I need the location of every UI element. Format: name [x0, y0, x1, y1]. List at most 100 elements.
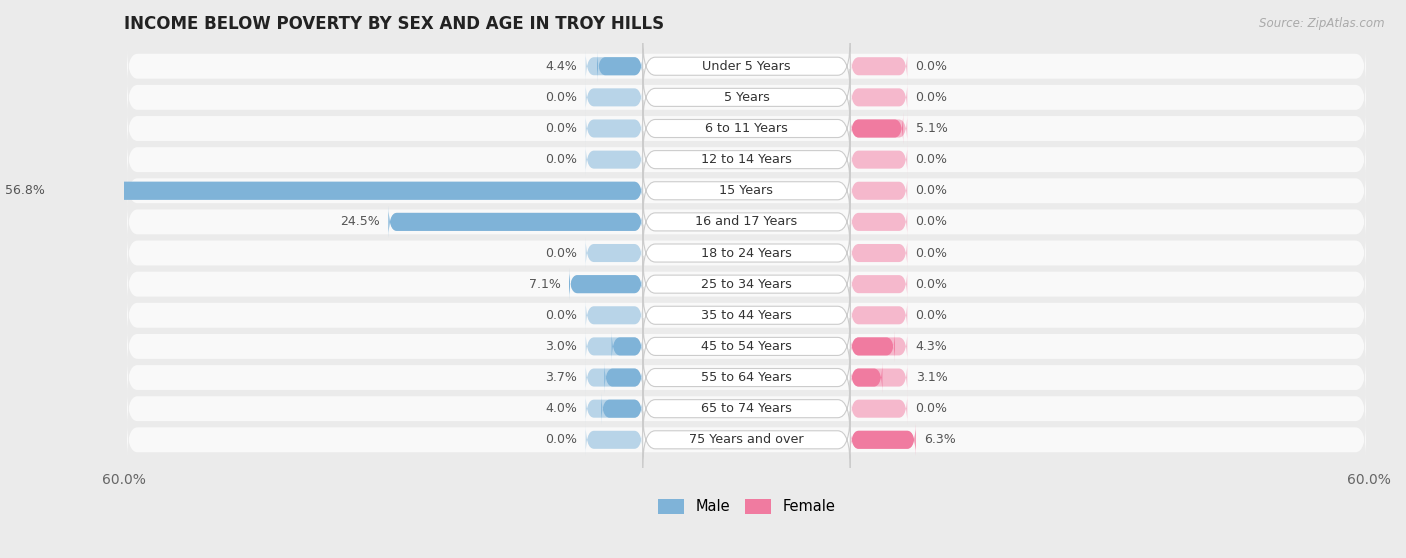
FancyBboxPatch shape	[388, 206, 643, 238]
FancyBboxPatch shape	[127, 297, 1367, 334]
Text: 0.0%: 0.0%	[915, 60, 948, 73]
Text: 4.4%: 4.4%	[546, 60, 578, 73]
Text: 35 to 44 Years: 35 to 44 Years	[702, 309, 792, 322]
FancyBboxPatch shape	[643, 256, 851, 312]
Text: 0.0%: 0.0%	[915, 215, 948, 228]
FancyBboxPatch shape	[602, 393, 643, 425]
FancyBboxPatch shape	[643, 287, 851, 344]
FancyBboxPatch shape	[127, 47, 1367, 85]
FancyBboxPatch shape	[569, 268, 643, 300]
FancyBboxPatch shape	[598, 50, 643, 82]
FancyBboxPatch shape	[586, 237, 643, 269]
FancyBboxPatch shape	[127, 141, 1367, 179]
FancyBboxPatch shape	[851, 330, 907, 362]
FancyBboxPatch shape	[851, 393, 907, 425]
Text: 0.0%: 0.0%	[546, 247, 578, 259]
FancyBboxPatch shape	[851, 362, 907, 393]
FancyBboxPatch shape	[851, 268, 907, 300]
Text: 65 to 74 Years: 65 to 74 Years	[702, 402, 792, 415]
FancyBboxPatch shape	[127, 234, 1367, 272]
FancyBboxPatch shape	[643, 318, 851, 375]
Text: 4.3%: 4.3%	[915, 340, 948, 353]
Text: 0.0%: 0.0%	[546, 122, 578, 135]
FancyBboxPatch shape	[569, 268, 643, 300]
FancyBboxPatch shape	[643, 194, 851, 250]
FancyBboxPatch shape	[127, 266, 1367, 303]
Text: 0.0%: 0.0%	[915, 153, 948, 166]
Text: 0.0%: 0.0%	[546, 153, 578, 166]
FancyBboxPatch shape	[127, 203, 1367, 240]
Text: 25 to 34 Years: 25 to 34 Years	[702, 278, 792, 291]
FancyBboxPatch shape	[586, 362, 643, 393]
Legend: Male, Female: Male, Female	[652, 493, 841, 520]
Text: 3.1%: 3.1%	[915, 371, 948, 384]
Text: 75 Years and over: 75 Years and over	[689, 434, 804, 446]
FancyBboxPatch shape	[586, 330, 643, 362]
FancyBboxPatch shape	[643, 69, 851, 126]
FancyBboxPatch shape	[586, 113, 643, 145]
FancyBboxPatch shape	[586, 144, 643, 176]
Text: 0.0%: 0.0%	[546, 434, 578, 446]
FancyBboxPatch shape	[612, 330, 643, 362]
FancyBboxPatch shape	[851, 237, 907, 269]
FancyBboxPatch shape	[643, 131, 851, 188]
FancyBboxPatch shape	[851, 113, 907, 145]
Text: 0.0%: 0.0%	[915, 309, 948, 322]
FancyBboxPatch shape	[643, 349, 851, 406]
FancyBboxPatch shape	[127, 421, 1367, 459]
Text: 0.0%: 0.0%	[915, 247, 948, 259]
FancyBboxPatch shape	[851, 113, 903, 145]
Text: 15 Years: 15 Years	[720, 184, 773, 198]
FancyBboxPatch shape	[127, 110, 1367, 147]
Text: 5 Years: 5 Years	[724, 91, 769, 104]
Text: 6 to 11 Years: 6 to 11 Years	[704, 122, 787, 135]
FancyBboxPatch shape	[851, 424, 915, 456]
FancyBboxPatch shape	[851, 362, 883, 393]
FancyBboxPatch shape	[851, 144, 907, 176]
FancyBboxPatch shape	[127, 390, 1367, 427]
Text: 0.0%: 0.0%	[915, 402, 948, 415]
FancyBboxPatch shape	[851, 424, 915, 456]
Text: 5.1%: 5.1%	[915, 122, 948, 135]
FancyBboxPatch shape	[643, 381, 851, 437]
Text: 55 to 64 Years: 55 to 64 Years	[702, 371, 792, 384]
Text: 24.5%: 24.5%	[340, 215, 380, 228]
Text: 18 to 24 Years: 18 to 24 Years	[702, 247, 792, 259]
Text: 16 and 17 Years: 16 and 17 Years	[696, 215, 797, 228]
FancyBboxPatch shape	[643, 225, 851, 281]
Text: 0.0%: 0.0%	[546, 91, 578, 104]
FancyBboxPatch shape	[605, 362, 643, 393]
Text: 6.3%: 6.3%	[924, 434, 956, 446]
Text: 0.0%: 0.0%	[546, 309, 578, 322]
FancyBboxPatch shape	[851, 206, 907, 238]
Text: Source: ZipAtlas.com: Source: ZipAtlas.com	[1260, 17, 1385, 30]
Text: 3.0%: 3.0%	[546, 340, 578, 353]
FancyBboxPatch shape	[586, 81, 643, 113]
Text: 3.7%: 3.7%	[546, 371, 578, 384]
Text: 12 to 14 Years: 12 to 14 Years	[702, 153, 792, 166]
Text: 0.0%: 0.0%	[915, 91, 948, 104]
FancyBboxPatch shape	[127, 172, 1367, 209]
Text: INCOME BELOW POVERTY BY SEX AND AGE IN TROY HILLS: INCOME BELOW POVERTY BY SEX AND AGE IN T…	[124, 15, 664, 33]
FancyBboxPatch shape	[643, 162, 851, 219]
FancyBboxPatch shape	[586, 300, 643, 331]
Text: 56.8%: 56.8%	[6, 184, 45, 198]
FancyBboxPatch shape	[586, 393, 643, 425]
FancyBboxPatch shape	[388, 206, 643, 238]
Text: 4.0%: 4.0%	[546, 402, 578, 415]
FancyBboxPatch shape	[53, 175, 643, 206]
FancyBboxPatch shape	[643, 38, 851, 94]
FancyBboxPatch shape	[643, 411, 851, 468]
FancyBboxPatch shape	[127, 79, 1367, 116]
FancyBboxPatch shape	[586, 424, 643, 456]
Text: 0.0%: 0.0%	[915, 278, 948, 291]
FancyBboxPatch shape	[53, 175, 643, 206]
FancyBboxPatch shape	[643, 100, 851, 157]
FancyBboxPatch shape	[851, 50, 907, 82]
FancyBboxPatch shape	[851, 81, 907, 113]
FancyBboxPatch shape	[127, 359, 1367, 396]
Text: 0.0%: 0.0%	[915, 184, 948, 198]
Text: Under 5 Years: Under 5 Years	[702, 60, 790, 73]
FancyBboxPatch shape	[127, 328, 1367, 365]
Text: 7.1%: 7.1%	[529, 278, 561, 291]
